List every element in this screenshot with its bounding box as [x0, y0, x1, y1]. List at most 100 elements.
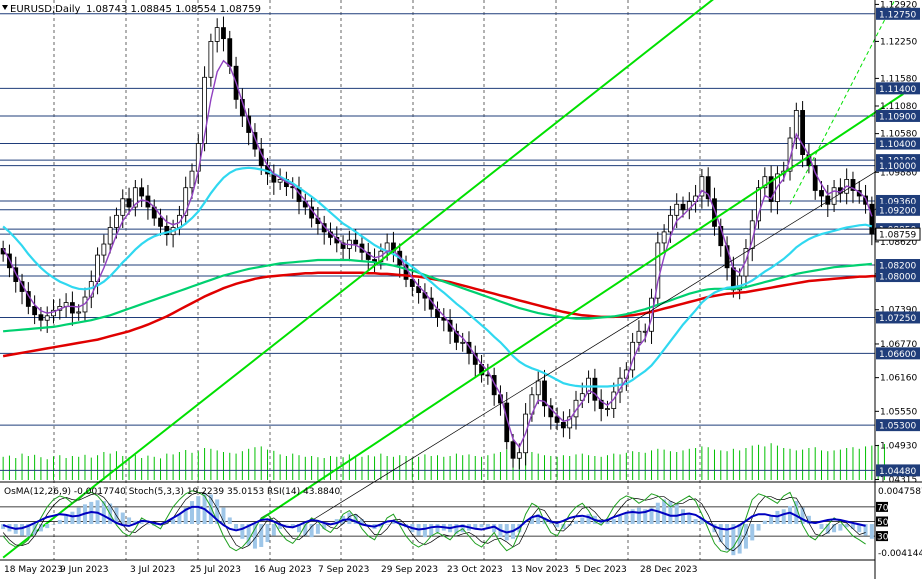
level-tag-10	[876, 259, 920, 272]
osma-bar-34	[215, 499, 220, 525]
osma-bar-88	[555, 524, 560, 528]
osma-bar-57	[359, 519, 364, 525]
osc-level-label-1: 50	[877, 518, 889, 528]
osma-bar-119	[750, 524, 755, 541]
osma-bar-130	[819, 524, 824, 529]
osma-bar-51	[322, 524, 327, 529]
stoch-d-line	[2, 491, 866, 552]
osma-bar-77	[485, 524, 490, 529]
level-tag-1	[876, 82, 920, 95]
osma-bar-27	[171, 519, 176, 525]
osma-bar-29	[183, 507, 188, 525]
osma-bar-47	[297, 524, 302, 533]
osma-bar-62	[391, 520, 396, 525]
osma-bar-21	[133, 520, 138, 525]
price-tick-label-9: 1.07390	[880, 306, 917, 316]
osma-bar-103	[649, 507, 654, 525]
osma-bar-106	[668, 501, 673, 525]
osma-bar-0	[1, 524, 6, 529]
osc-axis-bottom-label: -0.004144	[878, 549, 922, 559]
osma-bar-133	[838, 524, 843, 531]
osma-bar-11	[70, 511, 75, 525]
osma-bar-107	[674, 504, 679, 525]
osma-bar-28	[177, 514, 182, 525]
osma-bar-41	[259, 524, 264, 547]
osc-level-tag-1	[876, 516, 888, 527]
osma-bar-115	[725, 524, 730, 551]
date-label-3: 25 Jul 2023	[190, 565, 241, 575]
candle-body-88	[554, 416, 560, 423]
osma-bar-97	[611, 519, 616, 525]
osma-bar-45	[284, 524, 289, 525]
price-tick-label-0: 1.12920	[880, 0, 917, 10]
candle-body-121	[762, 176, 768, 189]
candle-body-126	[793, 110, 799, 139]
osma-bar-46	[290, 524, 295, 528]
osma-bar-125	[788, 505, 793, 525]
candle-body-89	[560, 421, 566, 429]
osma-bar-111	[699, 519, 704, 525]
date-label-2: 3 Jul 2023	[130, 565, 175, 575]
candle-body-8	[51, 309, 56, 317]
level-tag-label-14: 1.05300	[879, 422, 916, 432]
candle-body-65	[409, 278, 415, 287]
candle-body-112	[705, 176, 711, 200]
osma-bar-128	[806, 515, 811, 525]
osma-bar-39	[246, 524, 251, 546]
osma-bar-120	[756, 524, 761, 531]
osma-bar-68	[429, 524, 434, 536]
price-tick-label-3: 1.11080	[880, 102, 917, 112]
osma-bar-53	[334, 519, 339, 525]
chart-menu-triangle-icon	[2, 5, 8, 10]
candle-body-25	[158, 217, 163, 227]
candle-body-113	[712, 198, 717, 227]
labels: EURUSD,Daily 1.08743 1.08845 1.08554 1.0…	[2, 4, 340, 497]
osma-bar-4	[26, 524, 31, 537]
candle-body-35	[221, 27, 226, 40]
ohlc-label: 1.08743 1.08845 1.08554 1.08759	[86, 4, 261, 15]
osma-bar-132	[832, 524, 837, 533]
osma-bar-3	[20, 524, 25, 536]
price-tick-label-5: 1.09880	[880, 168, 917, 178]
candle-body-32	[202, 76, 207, 144]
candle-body-21	[132, 187, 138, 208]
osma-bar-6	[38, 524, 43, 532]
level-tag-label-1: 1.11400	[879, 85, 916, 95]
osma-bar-89	[561, 524, 566, 529]
osma-bar-38	[240, 524, 245, 539]
oscillator-panel	[0, 490, 875, 556]
osc-level-label-0: 70	[877, 503, 889, 513]
level-tag-label-13: 1.06600	[879, 350, 916, 360]
osma-bar-60	[378, 524, 383, 528]
candle-body-44	[277, 179, 283, 183]
ma-mid-cyan-line	[2, 166, 873, 388]
level-tag-label-11: 1.08000	[879, 273, 916, 283]
candle-body-94	[592, 377, 598, 401]
osc-level-label-2: 30	[877, 533, 889, 543]
osma-bar-83	[523, 524, 528, 525]
osma-bar-61	[385, 524, 390, 525]
candle-body-85	[535, 380, 541, 396]
level-tag-7	[876, 203, 920, 216]
osma-bar-58	[366, 524, 371, 525]
candle-body-138	[869, 203, 875, 235]
osma-bar-121	[762, 520, 767, 525]
date-label-6: 29 Sep 2023	[381, 565, 438, 575]
candle-body-122	[768, 176, 774, 202]
osma-bar-135	[850, 524, 855, 529]
price-tick-label-4: 1.10580	[880, 130, 917, 140]
candle-body-7	[44, 315, 50, 321]
price-tick-label-11: 1.06160	[880, 374, 917, 384]
candle-body-74	[466, 341, 472, 354]
level-tag-0	[876, 7, 920, 20]
date-label-0: 18 May 2023	[4, 565, 63, 575]
candle-body-73	[460, 341, 466, 344]
date-label-9: 5 Dec 2023	[575, 565, 627, 575]
price-tick-label-2: 1.11580	[880, 74, 917, 84]
osma-bar-48	[303, 524, 308, 536]
candle-body-56	[353, 239, 359, 245]
ma-fast-purple-line	[2, 59, 873, 449]
osma-bar-40	[252, 524, 257, 549]
osma-bar-116	[731, 524, 736, 556]
osma-bar-73	[460, 524, 465, 533]
